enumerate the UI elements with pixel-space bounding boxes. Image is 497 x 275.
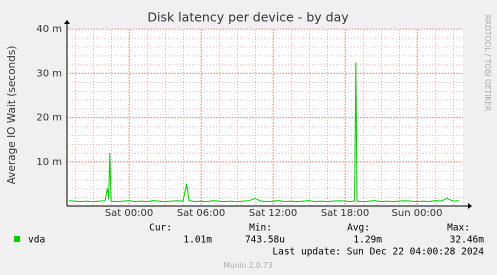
footer: Munin 2.0.73	[223, 261, 272, 270]
y-axis-arrow	[64, 20, 70, 24]
y-tick-label: 30 m	[36, 68, 62, 79]
series-line	[69, 62, 460, 203]
stat-value: 32.46m	[450, 235, 485, 246]
stat-value: 743.58u	[245, 235, 285, 246]
x-axis-arrow	[468, 203, 472, 209]
x-tick-label: Sat 06:00	[177, 208, 225, 219]
stat-value: 1.01m	[183, 235, 212, 246]
x-tick-label: Sun 00:00	[392, 208, 443, 219]
stat-value: 1.29m	[353, 235, 382, 246]
stat-header: Min:	[249, 223, 272, 234]
stat-header: Cur:	[149, 223, 172, 234]
y-tick-label: 20 m	[36, 113, 62, 124]
y-axis-label: Average IO Wait (seconds)	[6, 46, 18, 185]
stat-header: Avg:	[347, 223, 370, 234]
x-tick-label: Sat 12:00	[249, 208, 297, 219]
x-tick-label: Sat 18:00	[321, 208, 369, 219]
last-update: Last update: Sun Dec 22 04:00:28 2024	[272, 247, 484, 258]
legend-label: vda	[28, 235, 45, 246]
stat-header: Max:	[447, 223, 470, 234]
legend-swatch	[14, 236, 20, 242]
chart-title: Disk latency per device - by day	[147, 10, 349, 25]
x-tick-label: Sat 00:00	[105, 208, 153, 219]
y-tick-label: 40 m	[36, 24, 62, 35]
side-text: RRDTOOL / TOBI OETIKER	[483, 15, 492, 112]
y-tick-label: 10 m	[36, 157, 62, 168]
